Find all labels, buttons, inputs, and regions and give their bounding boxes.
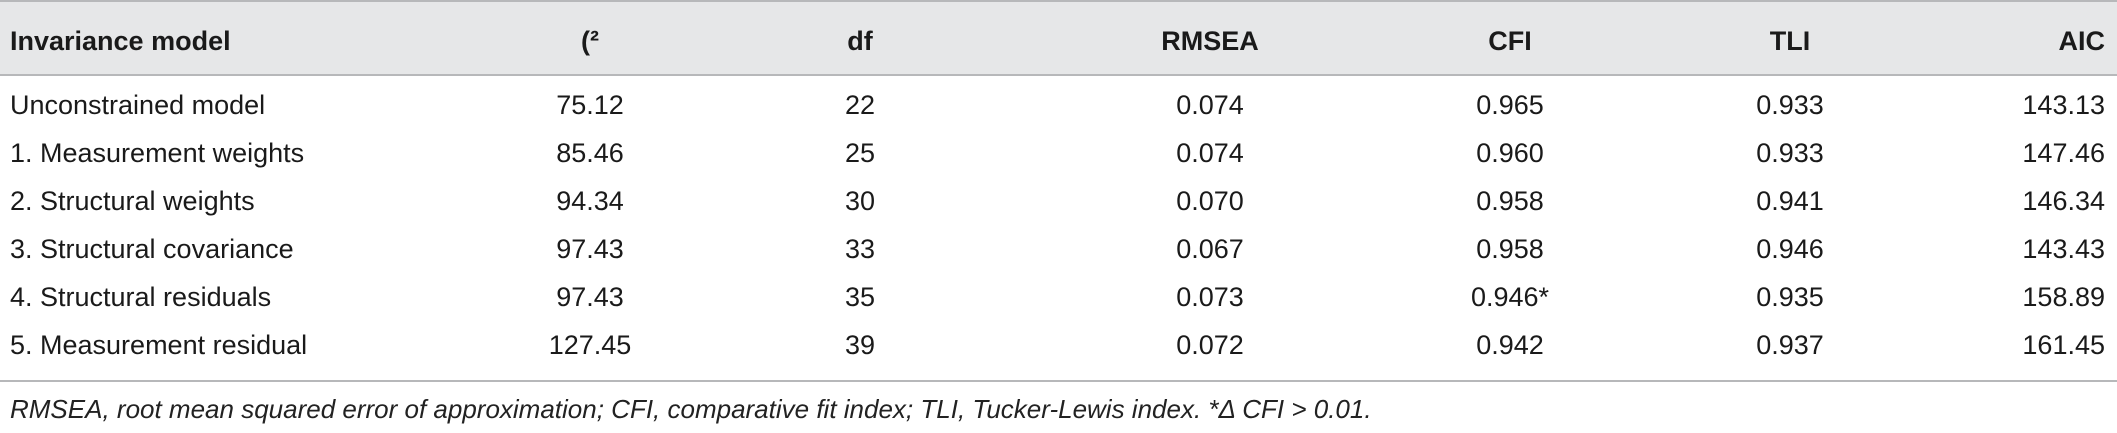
- cell-model: Unconstrained model: [10, 90, 266, 120]
- cell-chi-square: 127.45: [548, 330, 632, 360]
- table-footnote: RMSEA, root mean squared error of approx…: [10, 394, 1372, 424]
- cell-chi-square: 94.34: [556, 186, 624, 216]
- cell-aic: 143.13: [2022, 90, 2105, 120]
- cell-tli: 0.946: [1756, 234, 1824, 264]
- cell-rmsea: 0.067: [1176, 234, 1244, 264]
- table-row: Unconstrained model 75.12 22 0.074 0.965…: [0, 84, 2117, 132]
- cell-aic: 143.43: [2022, 234, 2105, 264]
- cell-tli: 0.937: [1756, 330, 1824, 360]
- cell-model: 5. Measurement residual: [10, 330, 308, 360]
- cell-model: 1. Measurement weights: [10, 138, 305, 168]
- cell-tli: 0.933: [1756, 90, 1824, 120]
- cell-rmsea: 0.070: [1176, 186, 1244, 216]
- cell-aic: 147.46: [2022, 138, 2105, 168]
- cell-rmsea: 0.072: [1176, 330, 1244, 360]
- cell-df: 25: [844, 138, 876, 168]
- cell-cfi: 0.942: [1476, 330, 1544, 360]
- cell-cfi: 0.958: [1476, 186, 1544, 216]
- cell-cfi: 0.960: [1476, 138, 1544, 168]
- cell-chi-square: 85.46: [556, 138, 624, 168]
- cell-tli: 0.935: [1756, 282, 1824, 312]
- cell-aic: 146.34: [2022, 186, 2105, 216]
- table-bottom-rule: [0, 380, 2117, 382]
- cell-rmsea: 0.073: [1176, 282, 1244, 312]
- table-header: Invariance model (² df RMSEA CFI TLI AIC: [0, 0, 2117, 76]
- cell-chi-square: 97.43: [556, 234, 624, 264]
- header-rmsea: RMSEA: [1161, 26, 1259, 56]
- table-row: 2. Structural weights 94.34 30 0.070 0.9…: [0, 180, 2117, 228]
- cell-tli: 0.933: [1756, 138, 1824, 168]
- table-row: 5. Measurement residual 127.45 39 0.072 …: [0, 324, 2117, 372]
- cell-model: 4. Structural residuals: [10, 282, 272, 312]
- cell-df: 35: [844, 282, 876, 312]
- table-row: 1. Measurement weights 85.46 25 0.074 0.…: [0, 132, 2117, 180]
- cell-chi-square: 97.43: [556, 282, 624, 312]
- table-row: 4. Structural residuals 97.43 35 0.073 0…: [0, 276, 2117, 324]
- cell-aic: 161.45: [2022, 330, 2105, 360]
- header-invariance-model: Invariance model: [10, 26, 231, 56]
- cell-cfi: 0.958: [1476, 234, 1544, 264]
- header-cfi: CFI: [1488, 26, 1532, 56]
- cell-aic: 158.89: [2022, 282, 2105, 312]
- header-chi-square: (²: [581, 26, 599, 56]
- cell-df: 22: [844, 90, 876, 120]
- cell-chi-square: 75.12: [556, 90, 624, 120]
- cell-tli: 0.941: [1756, 186, 1824, 216]
- header-aic: AIC: [2058, 26, 2106, 56]
- cell-rmsea: 0.074: [1176, 138, 1244, 168]
- cell-df: 30: [844, 186, 876, 216]
- cell-df: 39: [844, 330, 876, 360]
- cell-model: 3. Structural covariance: [10, 234, 294, 264]
- header-tli: TLI: [1769, 26, 1811, 56]
- table-row: 3. Structural covariance 97.43 33 0.067 …: [0, 228, 2117, 276]
- cell-rmsea: 0.074: [1176, 90, 1244, 120]
- cell-model: 2. Structural weights: [10, 186, 255, 216]
- cell-cfi: 0.965: [1476, 90, 1544, 120]
- cell-cfi: 0.946*: [1470, 282, 1550, 312]
- header-df: df: [847, 26, 873, 56]
- cell-df: 33: [844, 234, 876, 264]
